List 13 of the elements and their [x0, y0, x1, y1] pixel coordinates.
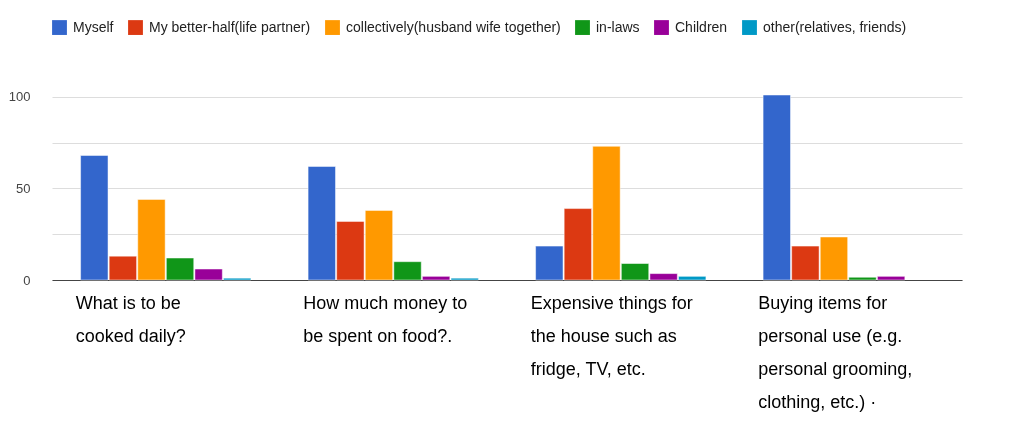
y-tick-label: 100 — [8, 89, 31, 105]
legend-label: in-laws — [596, 18, 640, 35]
x-tick-label: How much money to be spent on food?. — [303, 292, 468, 346]
legend-label: Children — [675, 18, 728, 35]
legend-label: other(relatives, friends) — [763, 18, 907, 35]
y-tick-label: 50 — [16, 180, 31, 196]
legend-label: Myself — [73, 18, 114, 35]
x-tick-label: Expensive things for the house such as fridge, TV, etc. — [530, 292, 693, 379]
y-tick-label: 0 — [23, 272, 31, 288]
legend-label: My better-half(life partner) — [149, 18, 311, 35]
x-tick-label: What is to be cooked daily? — [75, 292, 186, 346]
x-tick-label: Buying items for personal use (e.g. personal grooming, clothing, etc.) · — [758, 292, 913, 412]
legend-label: collectively(husband wife together) — [346, 18, 561, 35]
